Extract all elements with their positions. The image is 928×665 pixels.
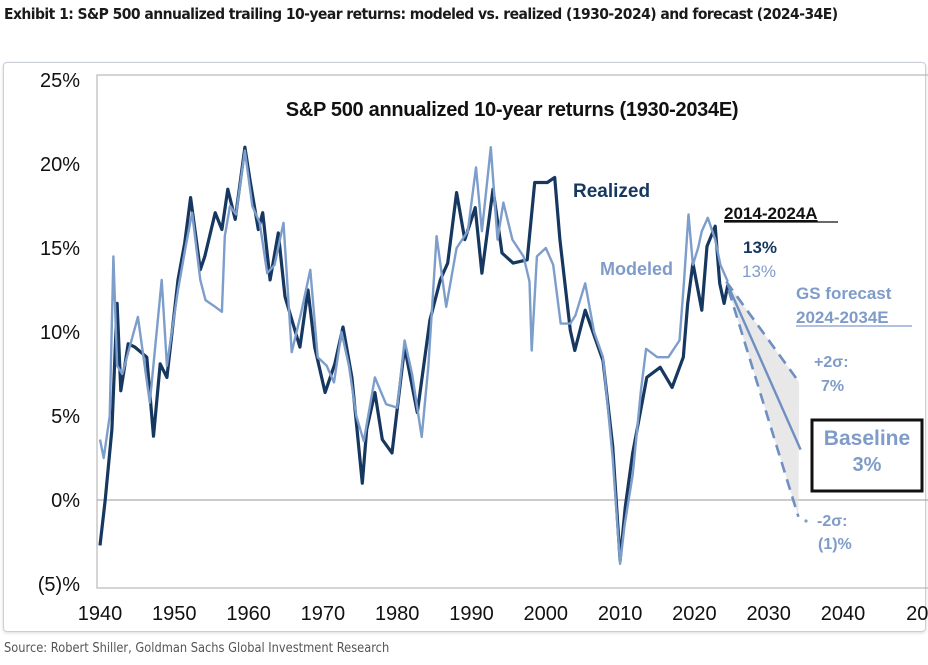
baseline-box <box>810 418 924 493</box>
lower-band-marker <box>804 519 808 523</box>
period-label: 2014-2024A <box>724 204 818 223</box>
y-tick-label: 15% <box>40 238 80 260</box>
x-tick-label: 2020 <box>672 603 717 625</box>
lower-band-label: -2σ: <box>817 513 848 530</box>
forecast-label: GS forecast <box>796 284 892 303</box>
x-axis: 1940 1950 1960 1970 1980 1990 2000 2010 2020 2030… <box>78 603 928 625</box>
modeled-label: Modeled <box>600 259 673 279</box>
x-tick-label: 1970 <box>301 603 346 625</box>
baseline-label: Baseline <box>824 427 910 450</box>
x-tick-label: 20 <box>906 603 928 625</box>
modeled-line <box>98 146 729 565</box>
forecast-baseline-line <box>726 284 802 451</box>
x-tick-label: 1990 <box>449 603 494 625</box>
x-tick-label: 2040 <box>821 603 866 625</box>
forecast-period: 2024-2034E <box>796 308 889 327</box>
y-tick-label: 10% <box>40 322 80 344</box>
exhibit-title: Exhibit 1: S&P 500 annualized trailing 1… <box>4 5 838 23</box>
realized-line <box>98 145 730 563</box>
y-tick-label: 0% <box>51 490 80 512</box>
lower-band-value: (1)% <box>818 536 852 553</box>
forecast-upper-line <box>725 280 801 384</box>
source-note: Source: Robert Shiller, Goldman Sachs Gl… <box>4 641 390 656</box>
x-tick-label: 2030 <box>746 603 791 625</box>
baseline-value: 3% <box>853 454 882 476</box>
x-tick-label: 1950 <box>152 603 197 625</box>
realized-value: 13% <box>743 238 777 257</box>
x-tick-label: 1980 <box>375 603 420 625</box>
chart-card <box>3 62 926 632</box>
x-tick-label: 2000 <box>524 603 569 625</box>
x-tick-label: 1940 <box>78 603 123 625</box>
y-tick-label: 20% <box>40 154 80 176</box>
forecast-lower-line <box>727 289 800 518</box>
y-tick-label: (5)% <box>38 574 80 596</box>
series-lines <box>98 145 802 565</box>
upper-band-value: 7% <box>821 378 844 395</box>
x-tick-label: 1960 <box>226 603 271 625</box>
realized-label: Realized <box>573 181 650 202</box>
chart-title: S&P 500 annualized 10-year returns (1930… <box>286 99 738 121</box>
y-tick-label: 5% <box>51 406 80 428</box>
plot-frame <box>96 74 928 589</box>
x-tick-label: 2010 <box>598 603 643 625</box>
y-tick-label: 25% <box>40 70 80 92</box>
y-axis: 25% 20% 15% 10% 5% 0% (5)% <box>38 70 80 596</box>
modeled-value: 13% <box>742 262 776 281</box>
upper-band-label: +2σ: <box>814 354 849 371</box>
